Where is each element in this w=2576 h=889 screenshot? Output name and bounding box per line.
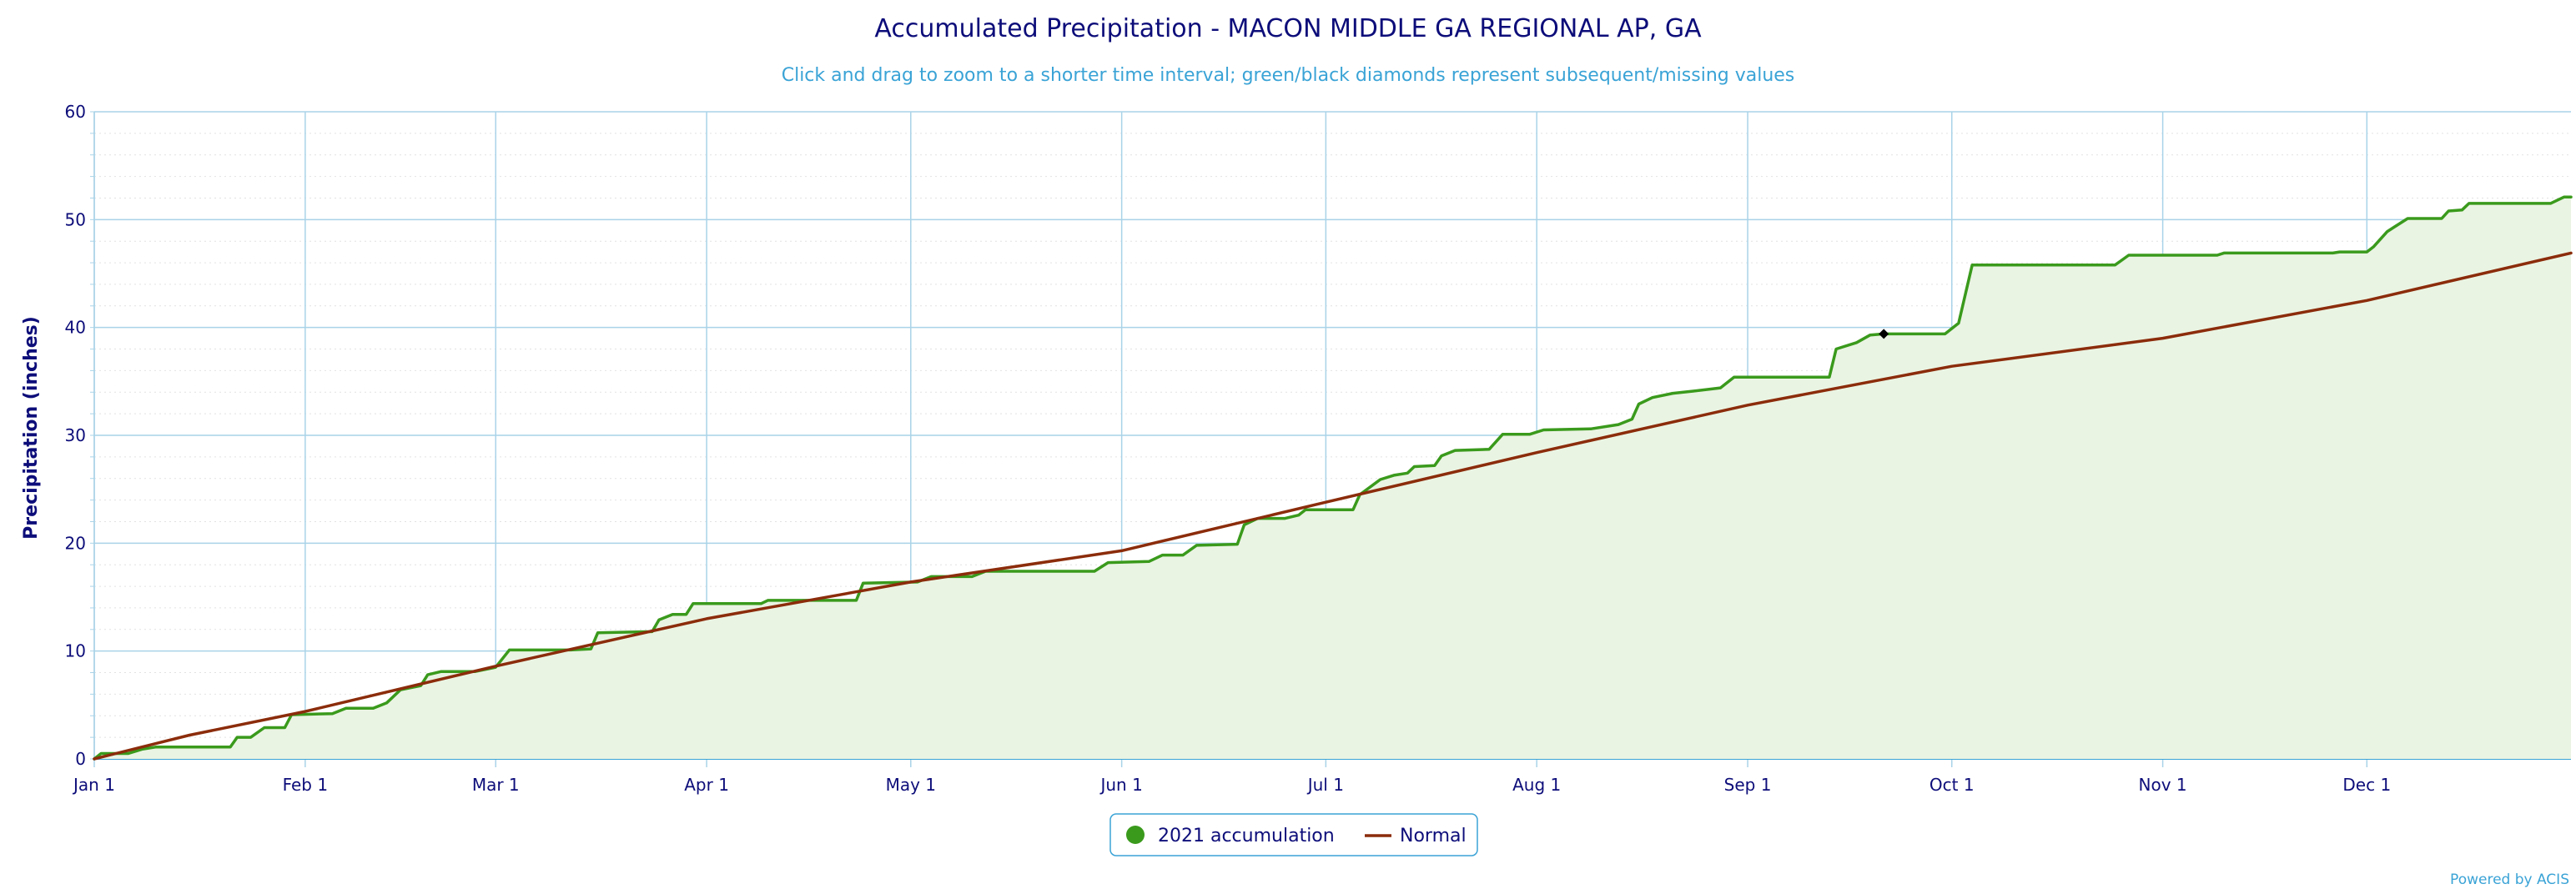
legend-normal-label: Normal — [1400, 826, 1467, 846]
markers — [1879, 329, 1889, 339]
x-tick-label: Nov 1 — [2139, 775, 2187, 795]
x-tick-label: Dec 1 — [2342, 775, 2391, 795]
x-tick-label: Jan 1 — [72, 775, 115, 795]
x-tick-label: Oct 1 — [1929, 775, 1975, 795]
x-tick-label: Sep 1 — [1724, 775, 1772, 795]
y-tick-label: 30 — [65, 425, 86, 445]
x-axis-ticks: Jan 1 Feb 1 Mar 1 Apr 1 May 1 Jun 1 Jul 1 Aug 1… — [72, 775, 2391, 795]
normal-line[interactable] — [93, 251, 2573, 761]
powered-by-credit[interactable]: Powered by ACIS — [2450, 871, 2569, 888]
chart-title: Accumulated Precipitation - MACON MIDDLE… — [874, 14, 1702, 43]
missing-value-diamond[interactable] — [1879, 329, 1889, 339]
y-tick-label: 60 — [65, 102, 86, 122]
x-tick-label: Aug 1 — [1512, 775, 1561, 795]
x-tick-label: Jul 1 — [1306, 775, 1344, 795]
y-axis-title: Precipitation (inches) — [21, 316, 42, 540]
y-tick-label: 10 — [65, 641, 86, 661]
x-tick-label: Feb 1 — [283, 775, 329, 795]
legend-item-normal[interactable]: Normal — [1365, 826, 1467, 846]
series-lines — [93, 195, 2573, 761]
y-tick-label: 40 — [65, 318, 86, 338]
legend-accumulation-swatch — [1126, 826, 1145, 844]
x-tick-label: May 1 — [886, 775, 936, 795]
y-tick-label: 50 — [65, 209, 86, 229]
x-tick-label: Apr 1 — [684, 775, 729, 795]
y-tick-label: 0 — [75, 749, 86, 769]
x-tick-label: Jun 1 — [1099, 775, 1142, 795]
y-tick-label: 20 — [65, 533, 86, 553]
y-axis-ticks: 0 10 20 30 40 50 60 — [65, 102, 86, 769]
legend-box — [1109, 813, 1478, 856]
x-tick-label: Mar 1 — [472, 775, 520, 795]
legend: 2021 accumulation Normal — [1109, 813, 1478, 856]
legend-item-accumulation[interactable]: 2021 accumulation — [1126, 826, 1335, 846]
chart-subtitle: Click and drag to zoom to a shorter time… — [782, 65, 1795, 86]
legend-accumulation-label: 2021 accumulation — [1158, 826, 1335, 846]
